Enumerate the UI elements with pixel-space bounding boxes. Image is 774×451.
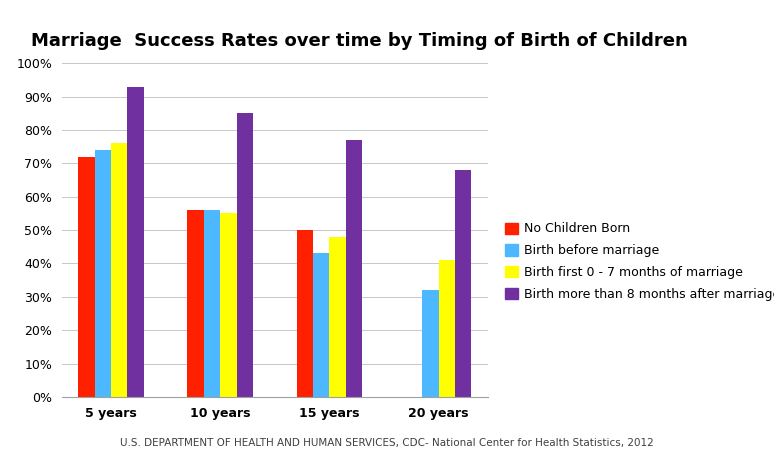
Bar [78,156,94,397]
Bar [94,150,111,397]
Bar [313,253,330,397]
Bar [455,170,471,397]
Bar [330,237,346,397]
Bar [296,230,313,397]
Bar [204,210,220,397]
Text: Marriage  Success Rates over time by Timing of Birth of Children: Marriage Success Rates over time by Timi… [31,32,688,50]
Bar [220,213,237,397]
Bar [422,290,439,397]
Bar [237,113,253,397]
Bar [439,260,455,397]
Legend: No Children Born, Birth before marriage, Birth first 0 - 7 months of marriage, B: No Children Born, Birth before marriage,… [505,222,774,301]
Text: U.S. DEPARTMENT OF HEALTH AND HUMAN SERVICES, CDC- National Center for Health St: U.S. DEPARTMENT OF HEALTH AND HUMAN SERV… [120,438,654,448]
Bar [187,210,204,397]
Bar [346,140,362,397]
Bar [111,143,128,397]
Bar [128,87,144,397]
